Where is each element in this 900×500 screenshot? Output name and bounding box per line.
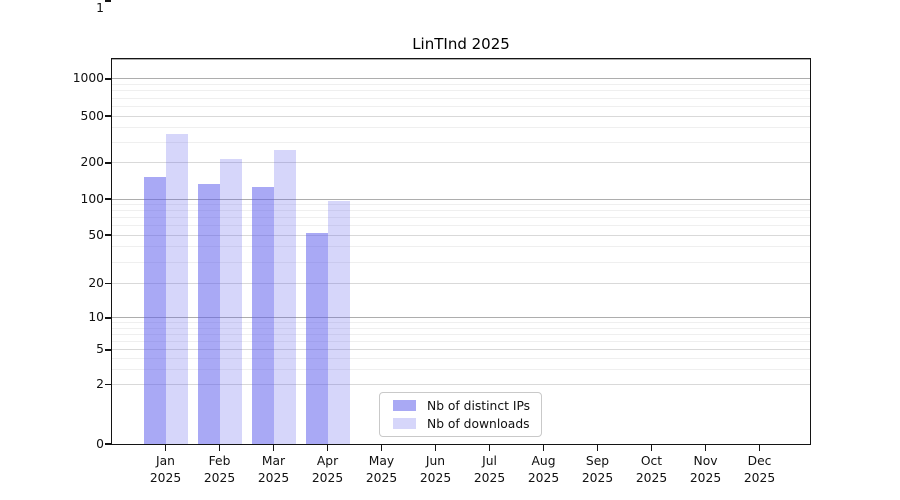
gridline-minor [112, 327, 810, 329]
gridline-minor [112, 333, 810, 335]
x-tick-label-feb: Feb 2025 [203, 454, 236, 485]
y-tick-mark [105, 161, 111, 164]
gridline-minor [112, 340, 810, 342]
bar-distinct-ips-jan [143, 177, 166, 444]
gridline-minor [112, 357, 810, 359]
gridline-minor [112, 368, 810, 370]
x-tick-mark [326, 445, 329, 451]
x-tick-mark [542, 445, 545, 451]
y-tick-mark [105, 115, 111, 117]
y-tick-label: 50 [88, 227, 104, 242]
y-tick-mark [105, 0, 111, 2]
y-tick-label: 1000 [72, 71, 104, 86]
gridline [112, 349, 810, 351]
y-tick-mark [105, 348, 111, 351]
y-tick-label: 500 [80, 108, 104, 123]
y-tick-label: 1 [96, 1, 104, 15]
bar-distinct-ips-feb [197, 183, 220, 444]
plot-area [111, 58, 811, 445]
x-tick-label-oct: Oct 2025 [635, 454, 668, 485]
gridline-minor [112, 322, 810, 324]
x-tick-mark [164, 445, 167, 451]
y-tick-mark [105, 78, 111, 80]
gridline-minor [112, 105, 810, 107]
gridline-minor [112, 127, 810, 129]
x-tick-label-may: May 2025 [365, 454, 398, 485]
x-tick-label-mar: Mar 2025 [257, 454, 290, 485]
x-tick-label-aug: Aug 2025 [527, 454, 560, 485]
y-tick-mark [105, 316, 111, 319]
bar-downloads-jan [165, 134, 188, 444]
gridline [112, 384, 810, 386]
x-tick-label-jun: Jun 2025 [419, 454, 452, 485]
y-tick-label: 100 [80, 191, 104, 206]
gridline-minor [112, 225, 810, 227]
x-tick-mark [434, 445, 437, 451]
gridline-minor [112, 261, 810, 263]
gridline-minor [112, 217, 810, 219]
gridline [112, 115, 810, 117]
x-tick-mark [218, 445, 221, 451]
y-tick-mark [105, 282, 111, 285]
legend: Nb of distinct IPs Nb of downloads [379, 392, 542, 437]
chart-title: LinTInd 2025 [412, 35, 510, 53]
x-tick-mark [704, 445, 707, 451]
gridline [112, 162, 810, 164]
gridline-minor [112, 84, 810, 86]
x-tick-mark [596, 445, 599, 451]
gridline-minor [112, 210, 810, 212]
y-tick-mark [105, 443, 111, 445]
gridline-minor [112, 97, 810, 99]
x-tick-label-nov: Nov 2025 [689, 454, 722, 485]
x-tick-label-jan: Jan 2025 [149, 454, 182, 485]
bar-distinct-ips-mar [251, 186, 274, 444]
gridline [112, 283, 810, 284]
x-tick-mark [650, 445, 653, 451]
y-tick-mark [105, 234, 111, 236]
bar-downloads-apr [327, 201, 350, 444]
x-tick-mark [758, 445, 761, 451]
legend-item-distinct-ips: Nb of distinct IPs [393, 399, 541, 413]
y-tick-mark [105, 198, 111, 200]
legend-label-downloads: Nb of downloads [427, 416, 530, 431]
x-tick-mark [380, 445, 383, 451]
gridline-minor [112, 246, 810, 248]
x-tick-label-dec: Dec 2025 [743, 454, 776, 485]
y-tick-label: 20 [88, 275, 104, 290]
x-tick-label-apr: Apr 2025 [311, 454, 344, 485]
gridline [112, 59, 810, 60]
x-tick-mark [488, 445, 491, 451]
gridline [112, 198, 810, 200]
bar-distinct-ips-apr [305, 233, 328, 444]
bar-downloads-feb [219, 159, 242, 444]
y-tick-label: 2 [96, 377, 104, 392]
x-tick-label-jul: Jul 2025 [473, 454, 506, 485]
bar-downloads-mar [273, 149, 296, 444]
x-tick-mark [272, 445, 275, 451]
gridline-minor [112, 204, 810, 206]
x-tick-label-sep: Sep 2025 [581, 454, 614, 485]
y-tick-label: 5 [96, 342, 104, 357]
y-tick-label: 200 [80, 155, 104, 170]
gridline-minor [112, 90, 810, 92]
gridline-minor [112, 141, 810, 143]
gridline [112, 234, 810, 236]
legend-swatch-downloads [393, 418, 416, 429]
legend-label-distinct-ips: Nb of distinct IPs [427, 398, 531, 413]
y-tick-label: 0 [96, 436, 104, 451]
gridline [112, 78, 810, 80]
gridline [112, 317, 810, 319]
y-tick-mark [105, 383, 111, 386]
legend-item-downloads: Nb of downloads [393, 417, 541, 431]
y-tick-label: 10 [88, 310, 104, 325]
legend-swatch-distinct-ips [393, 400, 416, 411]
